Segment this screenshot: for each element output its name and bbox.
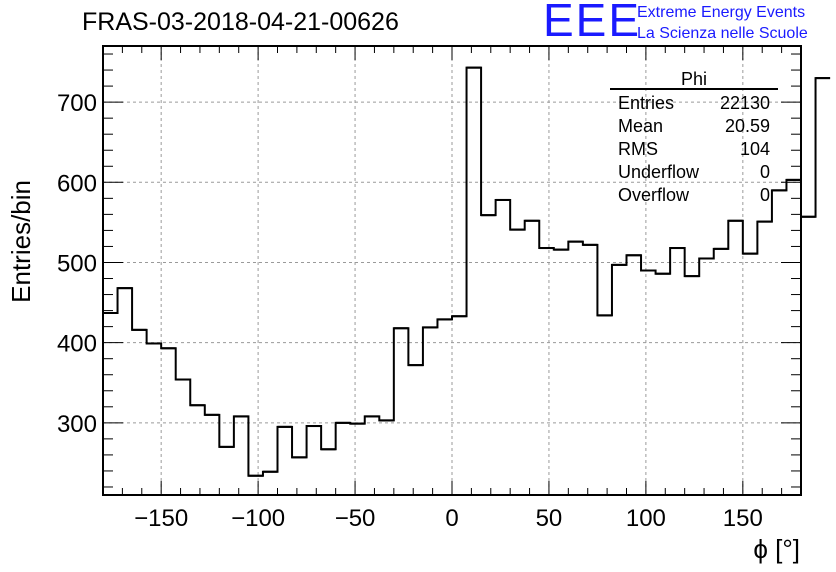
histogram-bins	[103, 66, 831, 477]
stats-value: 0	[759, 185, 770, 205]
stats-row-overflow: Overflow 0	[610, 184, 778, 207]
logo-tagline-1: Extreme Energy Events	[637, 4, 806, 21]
axis-ticks	[102, 46, 802, 495]
stats-key: RMS	[618, 139, 658, 159]
x-tick-label: 100	[626, 505, 666, 532]
x-axis-label: ϕ [°]	[753, 534, 800, 564]
stats-key: Overflow	[618, 185, 690, 205]
eee-logo-mark: EEE	[543, 0, 642, 46]
stats-value: 22130	[719, 93, 770, 113]
stats-value: 0	[759, 162, 770, 182]
y-tick-label: 700	[57, 90, 97, 117]
x-tick-label: 0	[445, 505, 458, 532]
stats-title: Phi	[610, 66, 778, 90]
y-tick-label: 500	[57, 250, 97, 277]
tick-labels: −150 −100 −50 0 50 100 150 300 400 500 600 700	[57, 90, 763, 532]
y-tick-label: 600	[57, 170, 97, 197]
x-tick-label: −150	[134, 505, 188, 532]
y-tick-label: 400	[57, 331, 97, 358]
x-tick-label: −50	[335, 505, 376, 532]
y-axis-label: Entries/bin	[6, 180, 36, 303]
stats-box: Phi Entries 22130 Mean 20.59 RMS 104 Und…	[610, 66, 778, 207]
x-tick-label: −100	[231, 505, 285, 532]
stats-row-underflow: Underflow 0	[610, 161, 778, 184]
stats-row-entries: Entries 22130	[610, 92, 778, 115]
stats-row-rms: RMS 104	[610, 138, 778, 161]
stats-key: Mean	[618, 116, 664, 136]
stats-value: 20.59	[724, 116, 770, 136]
logo-tagline-2: La Scienza nelle Scuole	[637, 25, 808, 42]
x-tick-label: 50	[536, 505, 563, 532]
x-tick-label: 150	[723, 505, 763, 532]
stats-key: Underflow	[618, 162, 700, 182]
stats-row-mean: Mean 20.59	[610, 115, 778, 138]
y-tick-label: 300	[57, 411, 97, 438]
stats-key: Entries	[618, 93, 675, 113]
run-title: FRAS-03-2018-04-21-00626	[82, 8, 399, 36]
stats-value: 104	[739, 139, 770, 159]
